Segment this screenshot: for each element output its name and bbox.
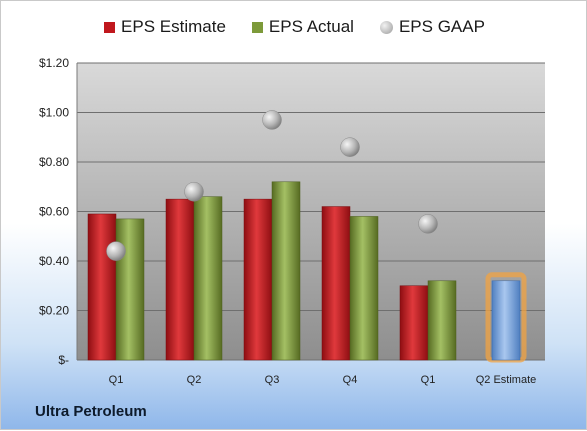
marker-eps-gaap <box>262 110 282 130</box>
bar-eps-estimate <box>165 198 195 361</box>
marker-eps-gaap <box>184 181 204 202</box>
bar-eps-actual <box>349 216 379 361</box>
bar-eps-estimate <box>243 198 273 361</box>
y-tick-label: $0.20 <box>39 304 69 318</box>
bar-eps-estimate <box>87 213 117 361</box>
y-tick-label: $1.00 <box>39 106 69 120</box>
x-tick-label: Q2 <box>187 374 202 386</box>
bar-eps-actual <box>427 280 457 361</box>
marker-eps-gaap <box>418 214 438 234</box>
legend-label-eps-gaap: EPS GAAP <box>398 17 485 36</box>
y-tick-label: $- <box>58 353 69 367</box>
legend-swatch-eps-actual <box>251 21 263 33</box>
company-name: Ultra Petroleum <box>35 403 147 420</box>
y-tick-label: $0.80 <box>39 155 69 169</box>
bar-q2-estimate <box>491 280 521 361</box>
y-tick-label: $0.60 <box>39 205 69 219</box>
legend-label-eps-actual: EPS Actual <box>268 17 354 36</box>
legend-item-eps-actual: EPS Actual <box>251 17 354 37</box>
legend-item-eps-gaap: EPS GAAP <box>379 17 485 37</box>
marker-eps-gaap <box>340 137 360 157</box>
legend-item-eps-estimate: EPS Estimate <box>104 17 226 37</box>
x-tick-label: Q1 <box>109 374 124 386</box>
bar-eps-actual <box>271 181 301 361</box>
legend: EPS Estimate EPS Actual EPS GAAP <box>1 17 587 37</box>
legend-swatch-eps-estimate <box>104 21 116 33</box>
x-tick-label: Q3 <box>265 374 280 386</box>
bar-eps-estimate <box>321 206 351 361</box>
legend-swatch-eps-gaap <box>379 20 393 34</box>
y-tick-label: $0.40 <box>39 254 69 268</box>
marker-eps-gaap <box>106 241 126 261</box>
x-tick-label: Q1 <box>421 374 436 386</box>
y-tick-label: $1.20 <box>39 56 69 70</box>
x-tick-label: Q2 Estimate <box>476 374 537 386</box>
legend-label-eps-estimate: EPS Estimate <box>121 17 226 36</box>
bar-eps-actual <box>193 196 223 361</box>
bar-eps-actual <box>115 218 145 361</box>
x-tick-label: Q4 <box>343 374 358 386</box>
bar-eps-estimate <box>399 285 429 361</box>
